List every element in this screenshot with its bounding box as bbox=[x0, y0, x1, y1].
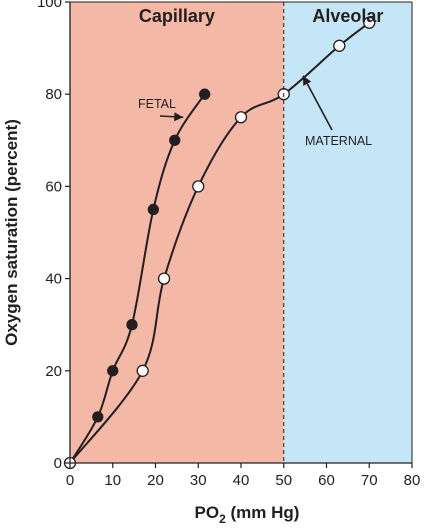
x-axis-title-subscript: 2 bbox=[219, 512, 226, 526]
maternal-point-4 bbox=[234, 111, 248, 124]
x-tick-label-70: 70 bbox=[361, 472, 378, 489]
x-tick-label-30: 30 bbox=[190, 472, 207, 489]
y-tick-label-100: 100 bbox=[37, 0, 62, 11]
region-label-capillary: Capillary bbox=[139, 6, 215, 26]
maternal-arrow-line bbox=[302, 75, 333, 131]
maternal-curve-label: MATERNAL bbox=[305, 134, 372, 148]
y-tick-label-80: 80 bbox=[45, 86, 62, 103]
fetal-point-4 bbox=[147, 203, 160, 216]
region-capillary-band bbox=[70, 2, 284, 463]
y-tick-label-40: 40 bbox=[45, 271, 62, 288]
x-tick-label-40: 40 bbox=[233, 472, 250, 489]
x-tick-label-10: 10 bbox=[104, 472, 121, 489]
y-axis-title: Oxygen saturation (percent) bbox=[2, 119, 21, 346]
region-alveolar-band bbox=[283, 2, 412, 463]
y-tick-label-20: 20 bbox=[45, 363, 62, 380]
x-tick-label-0: 0 bbox=[66, 472, 74, 489]
maternal-arrow-head bbox=[302, 75, 312, 86]
region-label-alveolar: Alveolar bbox=[312, 6, 383, 26]
x-tick-label-60: 60 bbox=[318, 472, 335, 489]
fetal-point-1 bbox=[92, 411, 104, 423]
maternal-point-3 bbox=[192, 180, 205, 193]
maternal-point-2 bbox=[157, 272, 171, 285]
fetal-point-6 bbox=[199, 88, 211, 100]
x-tick-label-80: 80 bbox=[404, 472, 421, 489]
x-axis-title-unit: (mm Hg) bbox=[226, 503, 300, 522]
x-axis-title: PO2 (mm Hg) bbox=[195, 503, 300, 526]
data-points-layer bbox=[63, 16, 376, 470]
maternal-point-7 bbox=[363, 16, 376, 29]
maternal-point-6 bbox=[333, 39, 346, 52]
fetal-arrow-head bbox=[174, 112, 184, 122]
x-axis-title-main: PO bbox=[195, 503, 220, 522]
fetal-point-3 bbox=[126, 319, 138, 331]
fetal-point-2 bbox=[107, 365, 119, 377]
maternal-point-1 bbox=[136, 364, 149, 377]
fetal-point-5 bbox=[169, 134, 181, 146]
y-tick-label-60: 60 bbox=[45, 178, 62, 195]
background-regions bbox=[70, 2, 412, 463]
x-tick-label-50: 50 bbox=[275, 472, 292, 489]
y-tick-label-0: 0 bbox=[54, 455, 62, 472]
x-tick-label-20: 20 bbox=[147, 472, 164, 489]
fetal-curve-label: FETAL bbox=[138, 97, 176, 111]
labels-layer: Capillary Alveolar FETAL MATERNAL bbox=[138, 6, 383, 148]
